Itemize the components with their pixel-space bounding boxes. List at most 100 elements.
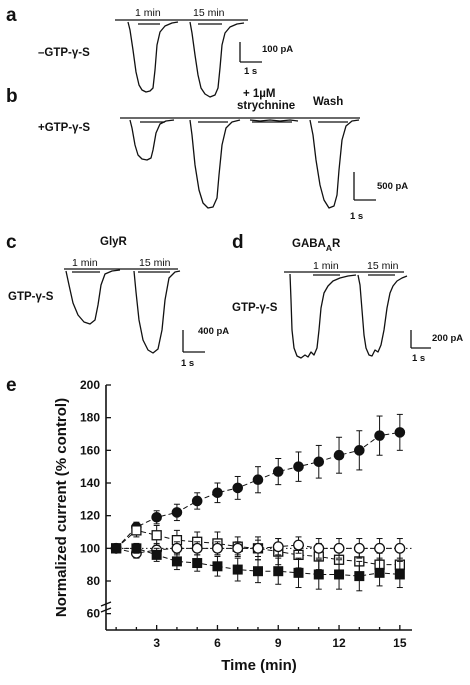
panel-d-scale-current: 200 pA: [432, 333, 463, 344]
panel-e: e 60 80 100 120 140 160 180 200 3 6 9 12 15 Time (min…: [6, 375, 414, 674]
data-point-open-circle: [191, 542, 203, 554]
data-point-open-circle: [313, 542, 325, 554]
panel-b-letter: b: [6, 86, 18, 107]
panel-b-scale-current: 500 pA: [377, 181, 408, 192]
data-point-filled-square: [131, 543, 142, 554]
panel-d-letter: d: [232, 232, 244, 253]
data-point-filled-square: [374, 567, 385, 578]
data-point-open-circle: [272, 541, 284, 553]
data-point-open-circle: [212, 542, 223, 554]
data-point-filled-square: [212, 561, 223, 572]
data-point-filled-square: [273, 566, 284, 577]
panel-b-trace-1min: [129, 119, 175, 161]
panel-d-condition-label: GTP-γ-S: [232, 302, 278, 314]
panel-b-scale-time: 1 s: [350, 211, 363, 222]
series-line-open-circle: [116, 544, 400, 554]
panel-d: d GABAAR 1 min 15 min GTP-γ-S 200 pA 1 s: [232, 232, 463, 364]
panel-a: a –GTP-γ-S 1 min 15 min 100 pA 1 s: [6, 5, 293, 98]
data-point-filled-square: [252, 566, 263, 577]
data-point-filled-circle: [313, 456, 325, 468]
panel-d-title-sub: A: [326, 243, 332, 253]
data-point-filled-circle: [191, 495, 203, 507]
panel-a-scale-time: 1 s: [244, 66, 257, 77]
panel-c-title: GlyR: [100, 236, 128, 248]
panel-d-trace-15min: [357, 274, 408, 357]
panel-c-condition-label: GTP-γ-S: [8, 291, 54, 303]
data-point-open-circle: [333, 542, 345, 554]
y-axis-title: Normalized current (% control): [53, 398, 70, 617]
data-point-filled-square: [313, 569, 324, 580]
data-point-filled-circle: [232, 482, 244, 494]
data-point-filled-circle: [374, 430, 385, 441]
panel-b-trace-wash: [309, 119, 360, 209]
panel-a-time2-label: 15 min: [193, 7, 225, 19]
panel-c-trace-1min: [65, 269, 121, 325]
data-point-filled-square: [293, 567, 304, 578]
panel-b-drug-line2: strychnine: [237, 100, 295, 112]
panel-d-trace-1min: [289, 273, 357, 359]
panel-c-scale-time: 1 s: [181, 358, 194, 369]
panel-c-scale-current: 400 pA: [198, 326, 229, 337]
y-tick-label: 60: [87, 607, 101, 621]
data-point-filled-square: [394, 569, 405, 580]
panel-a-trace-1min: [127, 21, 179, 93]
panel-d-time2-label: 15 min: [367, 260, 399, 272]
data-point-filled-square: [111, 543, 122, 554]
panel-a-time1-label: 1 min: [135, 7, 161, 19]
panel-a-scale-current: 100 pA: [262, 44, 293, 55]
panel-d-title-end: R: [332, 238, 341, 250]
panel-c-letter: c: [6, 232, 17, 253]
panel-d-title-main: GABA: [292, 238, 326, 250]
panel-b-drug-line1: + 1µM: [243, 88, 276, 100]
data-point-open-circle: [252, 542, 264, 554]
panel-c-time2-label: 15 min: [139, 257, 171, 269]
y-tick-label: 180: [80, 411, 100, 425]
data-point-filled-circle: [394, 427, 406, 438]
data-point-filled-circle: [293, 461, 304, 472]
x-tick-label: 3: [153, 636, 160, 650]
panel-d-title: GABAAR: [292, 238, 341, 253]
data-point-filled-square: [151, 549, 162, 560]
panel-c-trace-15min: [133, 270, 181, 354]
data-point-open-circle: [293, 539, 304, 551]
y-tick-label: 100: [80, 541, 100, 555]
data-point-filled-circle: [333, 449, 345, 461]
y-tick-label: 140: [80, 476, 100, 490]
data-point-open-circle: [394, 542, 406, 554]
data-point-open-circle: [232, 542, 244, 554]
data-point-open-circle: [353, 542, 365, 554]
data-point-filled-square: [192, 558, 203, 569]
data-point-filled-square: [232, 564, 243, 575]
x-tick-label: 6: [214, 636, 221, 650]
panel-c-time1-label: 1 min: [72, 257, 98, 269]
data-point-filled-circle: [354, 445, 365, 456]
panel-b-trace-strychnine: [249, 119, 299, 122]
data-point-filled-square: [334, 569, 345, 580]
panel-d-scale-time: 1 s: [412, 353, 425, 364]
panel-b-trace-15min: [189, 119, 241, 209]
data-point-filled-square: [354, 571, 365, 582]
x-tick-label: 12: [332, 636, 346, 650]
data-point-filled-circle: [252, 474, 264, 486]
data-point-open-square: [131, 525, 142, 536]
panel-b-condition-label: +GTP-γ-S: [38, 122, 90, 134]
y-tick-label: 120: [80, 509, 100, 523]
panel-b-wash-label: Wash: [313, 96, 343, 108]
y-axis-break-mark: [100, 601, 112, 613]
y-tick-label: 200: [80, 378, 100, 392]
panel-a-condition-label: –GTP-γ-S: [38, 47, 90, 59]
data-point-open-square: [151, 530, 162, 541]
data-point-filled-circle: [171, 507, 183, 518]
data-point-filled-square: [171, 556, 182, 567]
panel-b: b + 1µM strychnine Wash +GTP-γ-S 500 pA …: [6, 86, 408, 222]
x-tick-label: 15: [393, 636, 407, 650]
panel-a-trace-15min: [189, 21, 245, 98]
x-tick-label: 9: [275, 636, 282, 650]
panel-a-letter: a: [6, 5, 17, 26]
panel-c: c GlyR 1 min 15 min GTP-γ-S 400 pA 1 s: [6, 232, 229, 369]
panel-e-letter: e: [6, 375, 17, 396]
data-point-open-circle: [374, 542, 386, 554]
panel-e-chart: 60 80 100 120 140 160 180 200 3 6 9 12 15 Time (min) N…: [53, 378, 414, 674]
y-tick-label: 80: [87, 574, 101, 588]
